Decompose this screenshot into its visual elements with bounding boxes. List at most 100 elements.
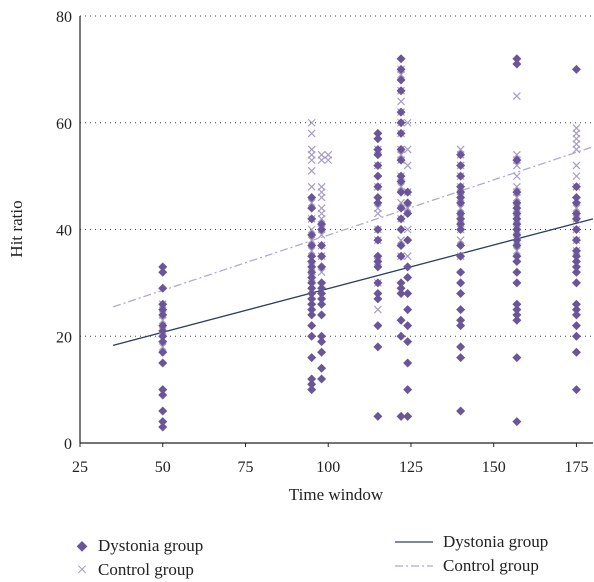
data-point-dystonia	[317, 241, 327, 251]
y-tick-labels: 0 20 40 60 80	[56, 9, 72, 453]
y-tick-label: 40	[56, 223, 72, 240]
scatter-chart: 25 50 75 100 125 150 175 0 20 40 60 80 Time window…	[7, 9, 594, 500]
data-point-dystonia	[512, 353, 522, 363]
data-point-control	[512, 150, 521, 159]
data-point-dystonia	[307, 331, 317, 341]
data-point-dystonia	[396, 283, 406, 293]
data-point-dystonia	[396, 315, 406, 325]
data-point-dystonia	[456, 241, 466, 251]
data-point-dystonia	[307, 214, 317, 224]
x-tick-label: 175	[564, 459, 588, 476]
data-point-dystonia	[403, 305, 413, 315]
data-point-control	[324, 150, 333, 159]
data-point-dystonia	[317, 331, 327, 341]
data-point-control	[317, 204, 326, 213]
x-mark-icon: ×	[76, 558, 88, 581]
data-point-control	[307, 182, 316, 191]
data-point-dystonia	[373, 160, 383, 170]
data-point-dystonia	[396, 155, 406, 165]
data-point-dystonia	[307, 379, 317, 389]
data-point-dystonia	[373, 182, 383, 192]
data-point-dystonia	[456, 315, 466, 325]
data-point-dystonia	[396, 214, 406, 224]
y-tick-label: 60	[56, 116, 72, 133]
data-point-dystonia	[373, 294, 383, 304]
data-point-dystonia	[571, 246, 581, 256]
data-point-dystonia	[512, 315, 522, 325]
data-point-dystonia	[571, 262, 581, 272]
data-point-dystonia	[456, 219, 466, 229]
data-point-dystonia	[571, 251, 581, 261]
data-point-dystonia	[571, 321, 581, 331]
legend-label-dystonia: Dystonia group	[98, 536, 204, 555]
data-point-dystonia	[512, 214, 522, 224]
y-tick-label: 0	[64, 436, 72, 453]
x-tick-labels: 25 50 75 100 125 150 175	[72, 443, 588, 476]
dash-dot-line-icon	[395, 565, 433, 567]
y-tick-label: 20	[56, 329, 72, 346]
data-point-dystonia	[456, 305, 466, 315]
data-point-control	[512, 182, 521, 191]
data-point-dystonia	[317, 278, 327, 288]
data-point-dystonia	[317, 251, 327, 261]
x-tick-label: 50	[155, 459, 171, 476]
data-point-dystonia	[373, 251, 383, 261]
data-point-dystonia	[512, 198, 522, 208]
data-point-dystonia	[158, 417, 168, 427]
data-point-control	[307, 145, 316, 154]
data-point-control	[572, 204, 581, 213]
data-point-control	[307, 246, 316, 255]
data-point-dystonia	[512, 417, 522, 427]
data-point-dystonia	[571, 192, 581, 202]
y-tick-label: 80	[56, 9, 72, 26]
legend-lines: Dystonia group Control group	[395, 530, 548, 578]
data-point-dystonia	[307, 267, 317, 277]
data-point-dystonia	[317, 374, 327, 384]
data-point-dystonia	[396, 331, 406, 341]
data-point-dystonia	[396, 128, 406, 138]
data-point-dystonia	[158, 347, 168, 357]
legend-markers: ◆ Dystonia group × Control group	[70, 534, 203, 582]
data-point-dystonia	[396, 107, 406, 117]
data-point-dystonia	[373, 411, 383, 421]
data-point-dystonia	[158, 390, 168, 400]
data-point-dystonia	[512, 267, 522, 277]
data-point-dystonia	[456, 321, 466, 331]
data-point-dystonia	[456, 192, 466, 202]
data-point-dystonia	[307, 278, 317, 288]
data-point-dystonia	[307, 262, 317, 272]
data-point-dystonia	[512, 257, 522, 267]
data-point-dystonia	[456, 225, 466, 234]
y-axis-title: Hit ratio	[7, 200, 26, 257]
legend-label-control-line: Control group	[443, 556, 539, 575]
data-point-control	[397, 182, 405, 191]
data-point-dystonia	[571, 331, 581, 341]
data-point-dystonia	[307, 251, 317, 261]
data-point-dystonia	[317, 337, 327, 347]
data-point-dystonia	[512, 230, 522, 240]
data-point-control	[456, 145, 465, 154]
data-point-dystonia	[307, 192, 317, 202]
data-point-control	[307, 225, 316, 234]
data-point-dystonia	[571, 214, 581, 224]
data-point-control	[307, 198, 316, 207]
data-point-dystonia	[403, 411, 413, 421]
data-point-dystonia	[158, 358, 168, 368]
data-point-dystonia	[158, 299, 168, 309]
data-point-control	[403, 225, 412, 234]
data-point-dystonia	[403, 321, 413, 331]
data-point-dystonia	[373, 321, 383, 331]
data-point-dystonia	[571, 347, 581, 357]
data-point-dystonia	[403, 337, 413, 347]
data-point-dystonia	[317, 289, 327, 299]
data-point-dystonia	[456, 171, 466, 181]
data-point-dystonia	[456, 353, 466, 363]
legend-item-control-marker: × Control group	[70, 558, 203, 582]
data-point-dystonia	[571, 64, 581, 74]
data-point-dystonia	[317, 294, 327, 304]
data-point-dystonia	[396, 225, 406, 234]
data-point-control	[403, 252, 412, 261]
data-point-dystonia	[456, 187, 466, 197]
data-point-control	[403, 204, 412, 213]
trendline	[112, 146, 594, 308]
